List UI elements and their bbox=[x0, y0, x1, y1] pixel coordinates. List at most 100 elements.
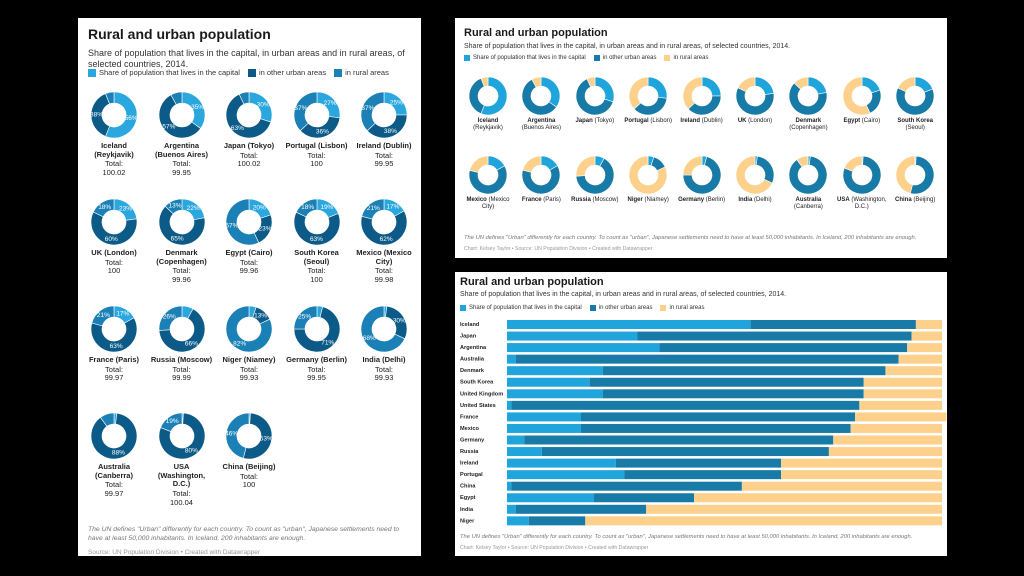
bar-segment bbox=[511, 481, 742, 491]
donut-segment bbox=[158, 205, 205, 246]
donut bbox=[895, 76, 935, 116]
bar-segment bbox=[507, 435, 525, 445]
legend-swatch bbox=[460, 305, 466, 311]
data-label: 82% bbox=[233, 340, 246, 347]
donut-segment bbox=[293, 211, 340, 246]
country-name: India (Delhi) bbox=[730, 197, 780, 204]
legend-item: Share of population that lives in the ca… bbox=[460, 305, 582, 311]
donut-label: Niger (Niamey) Total: 99.93 bbox=[217, 355, 281, 383]
data-label: 66% bbox=[184, 340, 197, 347]
donut-segment bbox=[594, 76, 615, 103]
total-label: Total: bbox=[172, 159, 191, 169]
donut-segment bbox=[360, 91, 385, 132]
legend-label: in other urban areas bbox=[602, 55, 657, 61]
legend-swatch bbox=[247, 68, 256, 77]
donut-label: UK (London) bbox=[730, 118, 780, 125]
bar-segment bbox=[589, 377, 864, 387]
capital-city: (Lisbon) bbox=[650, 118, 673, 124]
donut-label: China (Beijing) Total: 100 bbox=[217, 462, 281, 490]
legend-item: in rural areas bbox=[660, 305, 704, 311]
country: UK bbox=[91, 248, 103, 257]
donut: 80% 19% bbox=[158, 412, 205, 460]
donut-segment bbox=[480, 76, 508, 116]
bar-segment bbox=[863, 389, 942, 399]
data-label: 30% bbox=[393, 317, 406, 324]
capital-city: (Moscow) bbox=[177, 355, 213, 364]
category-label: Iceland bbox=[460, 322, 480, 328]
donut-segment bbox=[158, 308, 205, 353]
country-name: Mexico (Mexico City) bbox=[352, 248, 416, 266]
chart-title: Rural and urban population bbox=[88, 26, 271, 42]
total-value: 100 bbox=[242, 480, 256, 490]
country: France bbox=[88, 355, 114, 364]
capital-city: (Niamey) bbox=[243, 355, 276, 364]
total-value: 100.02 bbox=[102, 167, 126, 177]
capital-city: (Buenos Aires) bbox=[521, 124, 562, 131]
donut-label: Egypt (Cairo) Total: 99.96 bbox=[217, 248, 281, 276]
country: Denmark bbox=[165, 248, 198, 257]
donut-segment bbox=[90, 211, 138, 246]
donut-segment bbox=[575, 157, 615, 195]
chart-title: Rural and urban population bbox=[464, 27, 608, 39]
category-label: Japan bbox=[460, 334, 477, 340]
donut-label: Australia (Canberra) bbox=[783, 197, 833, 211]
country: Japan bbox=[575, 118, 593, 124]
capital-city: (London) bbox=[104, 248, 137, 257]
donut bbox=[735, 76, 775, 116]
total-value: 100.02 bbox=[237, 159, 261, 169]
total-label: Total: bbox=[375, 266, 393, 276]
data-label: 19% bbox=[165, 418, 178, 425]
category-label: United States bbox=[460, 403, 496, 409]
legend-label: Share of population that lives in the ca… bbox=[99, 68, 240, 77]
donut-segment bbox=[897, 76, 916, 93]
donut-segment bbox=[238, 91, 250, 105]
capital-city: (Berlin) bbox=[705, 197, 726, 203]
legend-item: Share of population that lives in the ca… bbox=[88, 68, 240, 77]
donut-segment bbox=[293, 306, 340, 353]
total-label: Total: bbox=[307, 364, 326, 374]
donut-label: Japan (Tokyo) bbox=[570, 118, 620, 125]
country: UK bbox=[737, 118, 747, 124]
donut bbox=[628, 155, 668, 195]
total-value: 99.97 bbox=[104, 373, 124, 383]
total-label: Total: bbox=[172, 364, 191, 374]
donut-label: Niger (Niamey) bbox=[623, 197, 673, 204]
donut: 27% 36% 37% bbox=[293, 91, 340, 139]
bar-segment bbox=[646, 504, 942, 514]
country-name: Germany (Berlin) bbox=[677, 197, 727, 204]
country-name: Germany (Berlin) bbox=[285, 355, 349, 365]
capital-city: (Delhi) bbox=[754, 197, 772, 203]
donut-segment bbox=[225, 305, 273, 353]
donut-segment bbox=[789, 82, 828, 116]
country: South Korea bbox=[897, 118, 934, 124]
bar-segment bbox=[507, 354, 516, 364]
donut bbox=[895, 155, 935, 195]
data-label: 17% bbox=[116, 311, 129, 318]
country-name: Denmark (Copenhagen) bbox=[150, 248, 214, 266]
donut-label: South Korea (Seoul) bbox=[890, 118, 940, 132]
donut-segment bbox=[682, 76, 702, 110]
legend-swatch bbox=[88, 68, 96, 77]
bar-segment bbox=[915, 320, 942, 329]
donut-label: USA (Washington, D.C.) bbox=[837, 197, 887, 211]
donut-segment bbox=[225, 198, 260, 246]
bar-segment bbox=[907, 343, 942, 353]
legend-swatch bbox=[664, 55, 671, 61]
data-label: 22% bbox=[186, 205, 199, 212]
donut-segment bbox=[361, 198, 385, 220]
donut-segment bbox=[91, 305, 115, 327]
capital-city: (Washington, D.C.) bbox=[851, 197, 887, 210]
donut bbox=[575, 76, 615, 116]
legend-label: in other urban areas bbox=[598, 305, 653, 311]
legend: Share of population that lives in the ca… bbox=[464, 55, 708, 61]
country: Mexico bbox=[356, 248, 382, 257]
country-name: France (Paris) bbox=[516, 197, 566, 204]
category-label: Egypt bbox=[460, 495, 476, 501]
donut: 30% 63% bbox=[225, 91, 273, 139]
donut-segment bbox=[159, 412, 182, 432]
bar-segment bbox=[741, 481, 942, 491]
total-label: Total: bbox=[240, 471, 258, 481]
donut-label: Ireland (Dublin) bbox=[677, 118, 727, 125]
country-name: Niger (Niamey) bbox=[217, 355, 281, 365]
